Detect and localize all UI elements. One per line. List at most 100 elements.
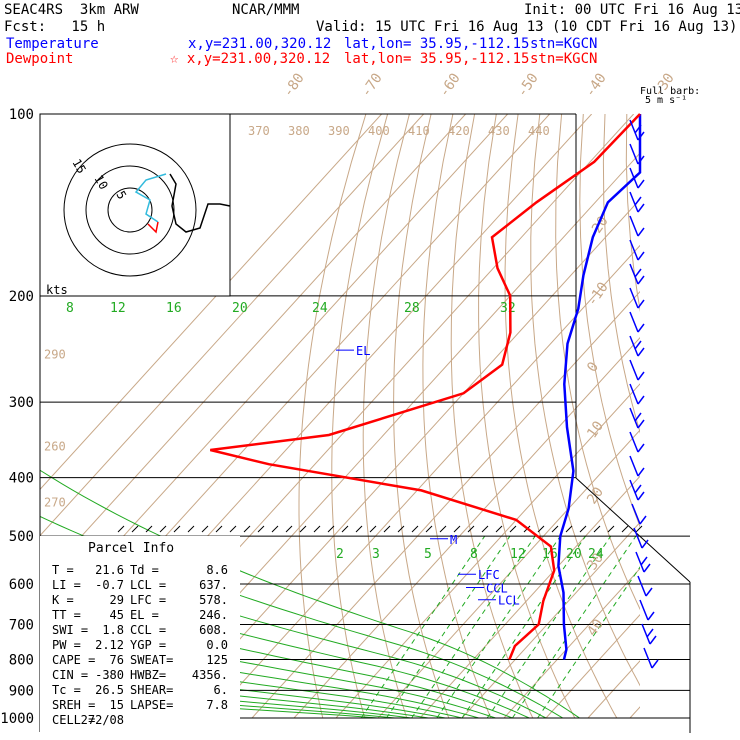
hatch-mark (229, 525, 237, 533)
mixing-ratio-line (411, 536, 536, 719)
hodograph-ring (107, 187, 153, 233)
hatch-mark (397, 525, 405, 533)
isotherm-line (461, 521, 640, 719)
wind-barb (629, 191, 645, 213)
hatch-mark (439, 525, 447, 533)
parcel-value: K = (52, 593, 74, 607)
wind-barb-staff (629, 167, 639, 189)
dewpoint-line (210, 113, 641, 660)
parcel-value: LCL = (130, 578, 166, 592)
forecast-hour: Fcst: 15 h (4, 19, 106, 35)
hatch-mark (173, 525, 181, 533)
wind-barb (629, 431, 645, 453)
dew-station: stn=KGCN (530, 51, 598, 67)
wind-barb (629, 407, 645, 429)
parcel-value: PW = (52, 638, 81, 652)
parcel-value: 2.12 (95, 638, 124, 652)
wind-barb-feather (646, 628, 654, 638)
hatch-mark (215, 525, 223, 533)
pressure-tick-label: 800 (9, 652, 34, 668)
parcel-value: 21.6 (95, 563, 124, 577)
isotherm-line (167, 198, 640, 719)
hodograph-storm-trace (134, 173, 167, 223)
parcel-value: 125 (206, 653, 228, 667)
theta-label: 270 (44, 496, 66, 510)
temp-xy: x,y=231.00,320.12 (188, 36, 332, 52)
wind-barb (639, 599, 655, 621)
mixing-ratio-label: 8 (470, 547, 478, 562)
annotation-label: EL (356, 344, 370, 358)
isotherm-label: -40 (582, 70, 610, 100)
hatch-mark (201, 525, 209, 533)
wind-barb-feather (637, 323, 645, 333)
wind-barb (629, 167, 645, 189)
hatch-mark (285, 525, 293, 533)
isotherm-line (377, 429, 640, 719)
hatch-mark (383, 525, 391, 533)
dry-adiabat (649, 114, 740, 718)
dew-latlon: lat,lon= 35.95,-112.15 (344, 51, 530, 67)
wind-barb-feather (634, 484, 642, 494)
pressure-tick-label: 1000 (0, 711, 34, 727)
annotation-label: CCL (486, 581, 508, 595)
hodograph-low-trace (147, 221, 159, 234)
wind-barb-feather (637, 299, 645, 309)
wind-barb-staff (629, 431, 639, 453)
isotherm-label: -10 (584, 279, 612, 309)
isotherm-line (503, 567, 640, 719)
parcel-value: CCL = (130, 623, 166, 637)
mixing-ratio-label: 2 (336, 547, 344, 562)
pressure-tick-label: 700 (9, 617, 34, 633)
mixing-ratio-label: 12 (110, 301, 126, 316)
wind-barb (629, 215, 645, 237)
parcel-value: EL = (130, 608, 159, 622)
annotation-label: M (450, 533, 457, 547)
hatch-mark (481, 525, 489, 533)
parcel-value: LAPSE= (130, 698, 173, 712)
wind-barb-staff (629, 143, 639, 165)
hatch-mark (607, 525, 615, 533)
wind-barb-feather (637, 179, 645, 189)
wind-barb (633, 527, 649, 549)
wind-barb-staff (635, 551, 645, 573)
mixing-ratio-label: 16 (542, 547, 558, 562)
temp-latlon: lat,lon= 35.95,-112.15 (344, 36, 530, 52)
wind-barb-staff (629, 215, 639, 237)
mixing-ratio-line (537, 566, 640, 719)
parcel-value: SREH = (52, 698, 95, 712)
pressure-tick-label: 600 (9, 577, 34, 593)
isotherm-line (40, 114, 383, 491)
wind-barb-staff (631, 503, 641, 525)
wind-barb-feather (637, 491, 645, 501)
dry-adiabat (602, 114, 640, 434)
parcel-info-panel: Parcel Info T = 21.6 Td = 8.6 LI = -0.7 LCL = 63… (40, 536, 240, 734)
wind-barb (641, 623, 657, 645)
legend-temperature: Temperature (6, 36, 99, 52)
parcel-value: 8.6 (206, 563, 228, 577)
parcel-value: -380 (95, 668, 124, 682)
parcel-panel-bg (40, 536, 240, 734)
theta-label: 430 (488, 124, 510, 138)
mixing-ratio-label: 32 (500, 301, 516, 316)
mixing-ratio-label: 24 (588, 547, 604, 562)
mixing-ratio-label: 8 (66, 301, 74, 316)
org-label: NCAR/MMM (232, 2, 300, 18)
isotherm-line (419, 475, 640, 719)
hatch-mark (341, 525, 349, 533)
hatch-mark (635, 525, 643, 533)
parcel-value: 608. (199, 623, 228, 637)
wind-barb-feather (640, 556, 648, 566)
barb-unit: 5 m s⁻¹ (645, 95, 688, 106)
dry-adiabat (670, 114, 740, 718)
parcel-value: 246. (199, 608, 228, 622)
isotherm-line (629, 706, 640, 719)
model-label: SEAC4RS 3km ARW (4, 2, 139, 18)
moist-adiabat (40, 602, 513, 719)
mixing-ratio-line (461, 536, 586, 719)
mixing-ratio-label: 16 (166, 301, 182, 316)
mixing-ratio-label: 5 (424, 547, 432, 562)
parcel-value: CELL = (52, 713, 95, 727)
isotherm-line (293, 337, 640, 719)
dry-adiabat (714, 114, 740, 718)
wind-barb (629, 479, 645, 501)
